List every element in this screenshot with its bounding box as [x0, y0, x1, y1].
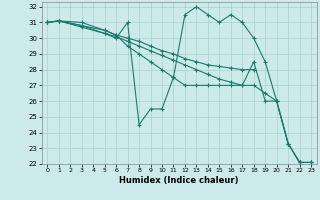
X-axis label: Humidex (Indice chaleur): Humidex (Indice chaleur): [119, 176, 239, 185]
